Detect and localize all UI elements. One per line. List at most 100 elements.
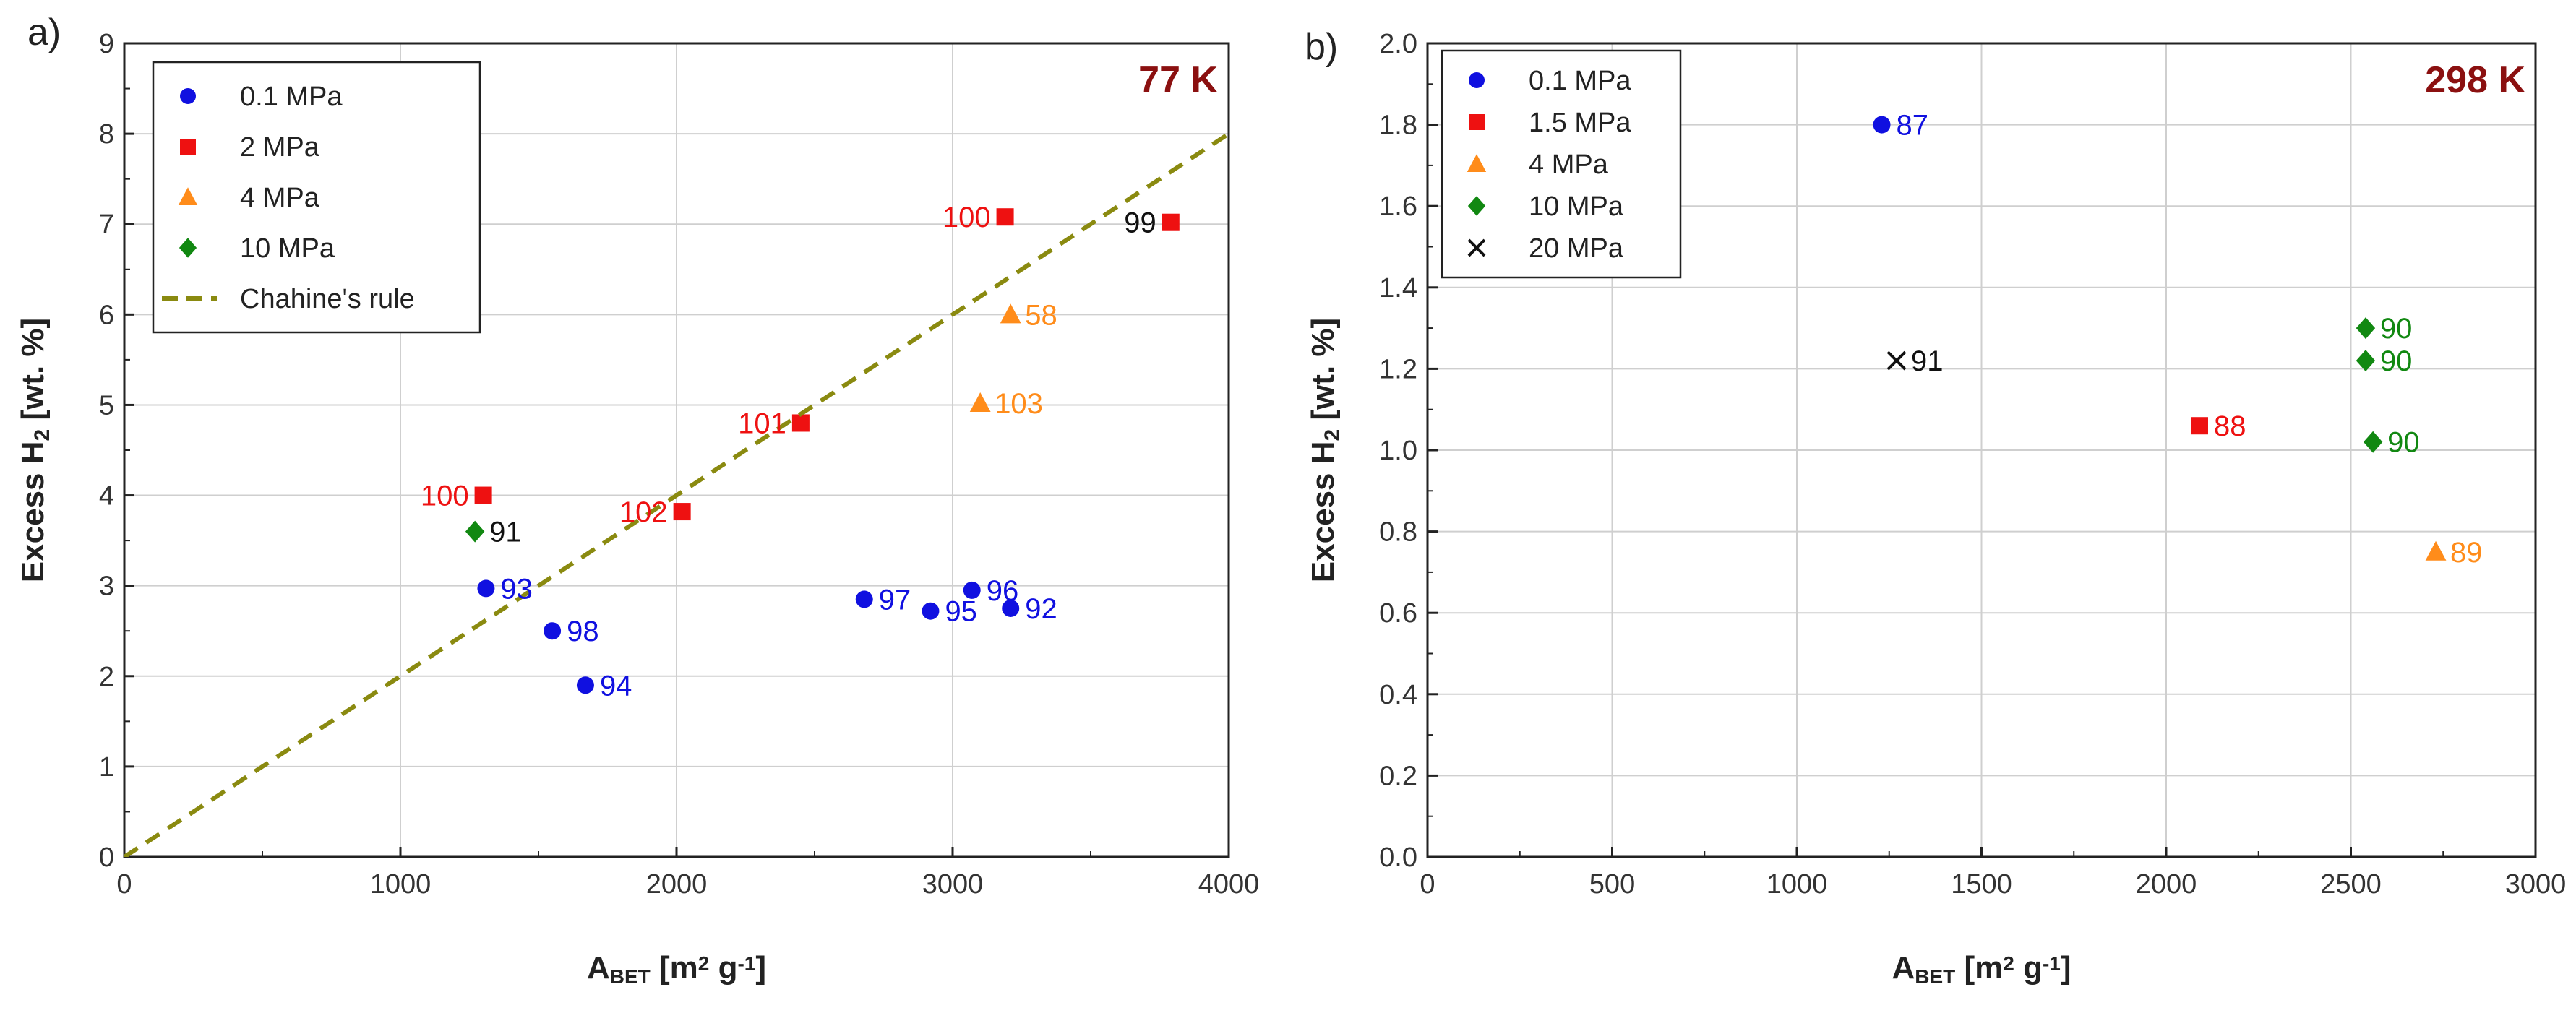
data-label: 103 [995, 388, 1043, 420]
x-tick-label: 0 [116, 869, 132, 900]
legend: 0.1 MPa 1.5 MPa 4 MPa 10 MPa 20 MPa [1441, 49, 1682, 279]
data-label: 90 [2380, 313, 2413, 345]
y-tick-label: 2.0 [1379, 29, 1417, 59]
data-label: 92 [1025, 593, 1057, 625]
data-layer [124, 132, 1229, 857]
legend-swatch-triangle [178, 187, 198, 205]
data-point-square [996, 208, 1014, 226]
temperature-annotation: 77 K [1138, 59, 1218, 101]
data-label: 93 [500, 573, 533, 605]
data-point-square [791, 414, 810, 432]
data-label: 98 [567, 616, 599, 647]
legend-entry: 4 MPa [1529, 150, 1609, 180]
y-tick-label: 0 [99, 842, 114, 873]
data-label: 95 [945, 596, 977, 628]
data-label: 100 [421, 480, 469, 512]
x-tick-label: 1000 [370, 869, 432, 900]
legend-entry: 20 MPa [1529, 233, 1624, 264]
legend-entry: Chahine's rule [240, 284, 415, 314]
legend-swatch-diamond [1467, 196, 1486, 216]
panel-label: a) [27, 12, 61, 53]
data-point-diamond [2356, 350, 2376, 372]
data-label: 91 [1911, 345, 1944, 377]
legend-swatch-triangle [1467, 154, 1487, 172]
data-layer [1873, 116, 2447, 561]
data-point-triangle [969, 392, 991, 412]
data-point-circle [922, 602, 940, 620]
x-tick-label: 500 [1589, 869, 1635, 900]
data-label: 90 [2380, 345, 2413, 377]
chahine-rule-line [124, 132, 1229, 857]
y-tick-label: 3 [99, 572, 114, 602]
data-point-circle [544, 622, 562, 640]
legend-box [152, 61, 481, 334]
y-tick-label: 1.2 [1379, 354, 1417, 384]
y-axis-title: Excess H2 [wt. %] [1305, 318, 1344, 582]
data-point-circle [1002, 599, 1020, 617]
y-tick-label: 1.8 [1379, 111, 1417, 141]
legend-entry: 1.5 MPa [1529, 108, 1631, 138]
x-tick-label: 3000 [922, 869, 984, 900]
y-tick-label: 6 [99, 300, 114, 330]
data-point-square [1162, 213, 1180, 231]
y-tick-label: 1.6 [1379, 191, 1417, 222]
data-point-circle [477, 579, 495, 598]
data-point-square [673, 503, 691, 521]
y-tick-label: 4 [99, 481, 114, 512]
y-tick-label: 0.2 [1379, 761, 1417, 791]
legend-entry: 10 MPa [240, 233, 335, 264]
data-point-circle [1873, 116, 1891, 134]
data-point-circle [855, 590, 873, 608]
x-tick-label: 3000 [2505, 869, 2567, 900]
legend-swatch-circle [1469, 72, 1485, 88]
data-label: 87 [1897, 110, 1929, 142]
data-point-diamond [2363, 431, 2383, 453]
x-tick-label: 2000 [2136, 869, 2197, 900]
chart-panel-b: 0 500 1000 1500 2000 2500 3000 0.0 0.2 0.4 0.6 0.8 1… [1305, 26, 2566, 988]
temperature-annotation: 298 K [2425, 59, 2525, 101]
data-label: 102 [619, 496, 668, 528]
legend-entry: 10 MPa [1529, 191, 1624, 222]
data-label: 100 [943, 202, 991, 233]
y-tick-label: 1.4 [1379, 273, 1417, 303]
panel-label: b) [1305, 26, 1338, 68]
y-tick-label: 8 [99, 119, 114, 150]
data-label: 88 [2214, 410, 2246, 442]
legend-swatch-square [1469, 114, 1485, 130]
x-tick-label: 2500 [2320, 869, 2382, 900]
legend-swatch-square [180, 139, 196, 155]
legend-swatch-cross [1467, 238, 1486, 257]
x-axis-title: ABET [m2 g-1] [1892, 950, 2071, 988]
x-tick-label: 4000 [1198, 869, 1260, 900]
x-tick-label: 1000 [1766, 869, 1828, 900]
y-tick-label: 0.4 [1379, 680, 1417, 710]
legend-swatch-circle [180, 88, 196, 104]
data-label: 91 [489, 517, 522, 548]
data-label: 89 [2450, 537, 2483, 569]
y-tick-label: 1.0 [1379, 436, 1417, 466]
data-point-circle [576, 676, 594, 694]
legend: 0.1 MPa 2 MPa 4 MPa 10 MPa Chahine's rule [152, 61, 481, 334]
y-tick-label: 5 [99, 390, 114, 421]
data-point-square [474, 486, 492, 504]
y-tick-label: 0.6 [1379, 598, 1417, 629]
y-tick-label: 7 [99, 210, 114, 240]
data-label: 101 [738, 408, 786, 439]
data-point-triangle [2425, 540, 2447, 561]
legend-entry: 0.1 MPa [1529, 66, 1631, 96]
data-label: 99 [1124, 207, 1156, 239]
data-label: 90 [2387, 427, 2420, 459]
data-label: 94 [600, 670, 632, 702]
y-tick-label: 0.8 [1379, 517, 1417, 548]
data-point-square [2190, 417, 2208, 435]
y-tick-label: 2 [99, 662, 114, 692]
y-tick-label: 9 [99, 29, 114, 59]
legend-swatch-diamond [179, 238, 197, 258]
data-point-cross [1886, 350, 1907, 371]
x-tick-label: 0 [1420, 869, 1435, 900]
chart-panel-a: 0 1000 2000 3000 4000 0 1 2 3 4 5 6 7 8 9 a) 77 K ABET [m… [15, 12, 1259, 988]
data-label: 96 [987, 575, 1019, 607]
legend-entry: 4 MPa [240, 183, 320, 213]
legend-entry: 0.1 MPa [240, 82, 343, 112]
